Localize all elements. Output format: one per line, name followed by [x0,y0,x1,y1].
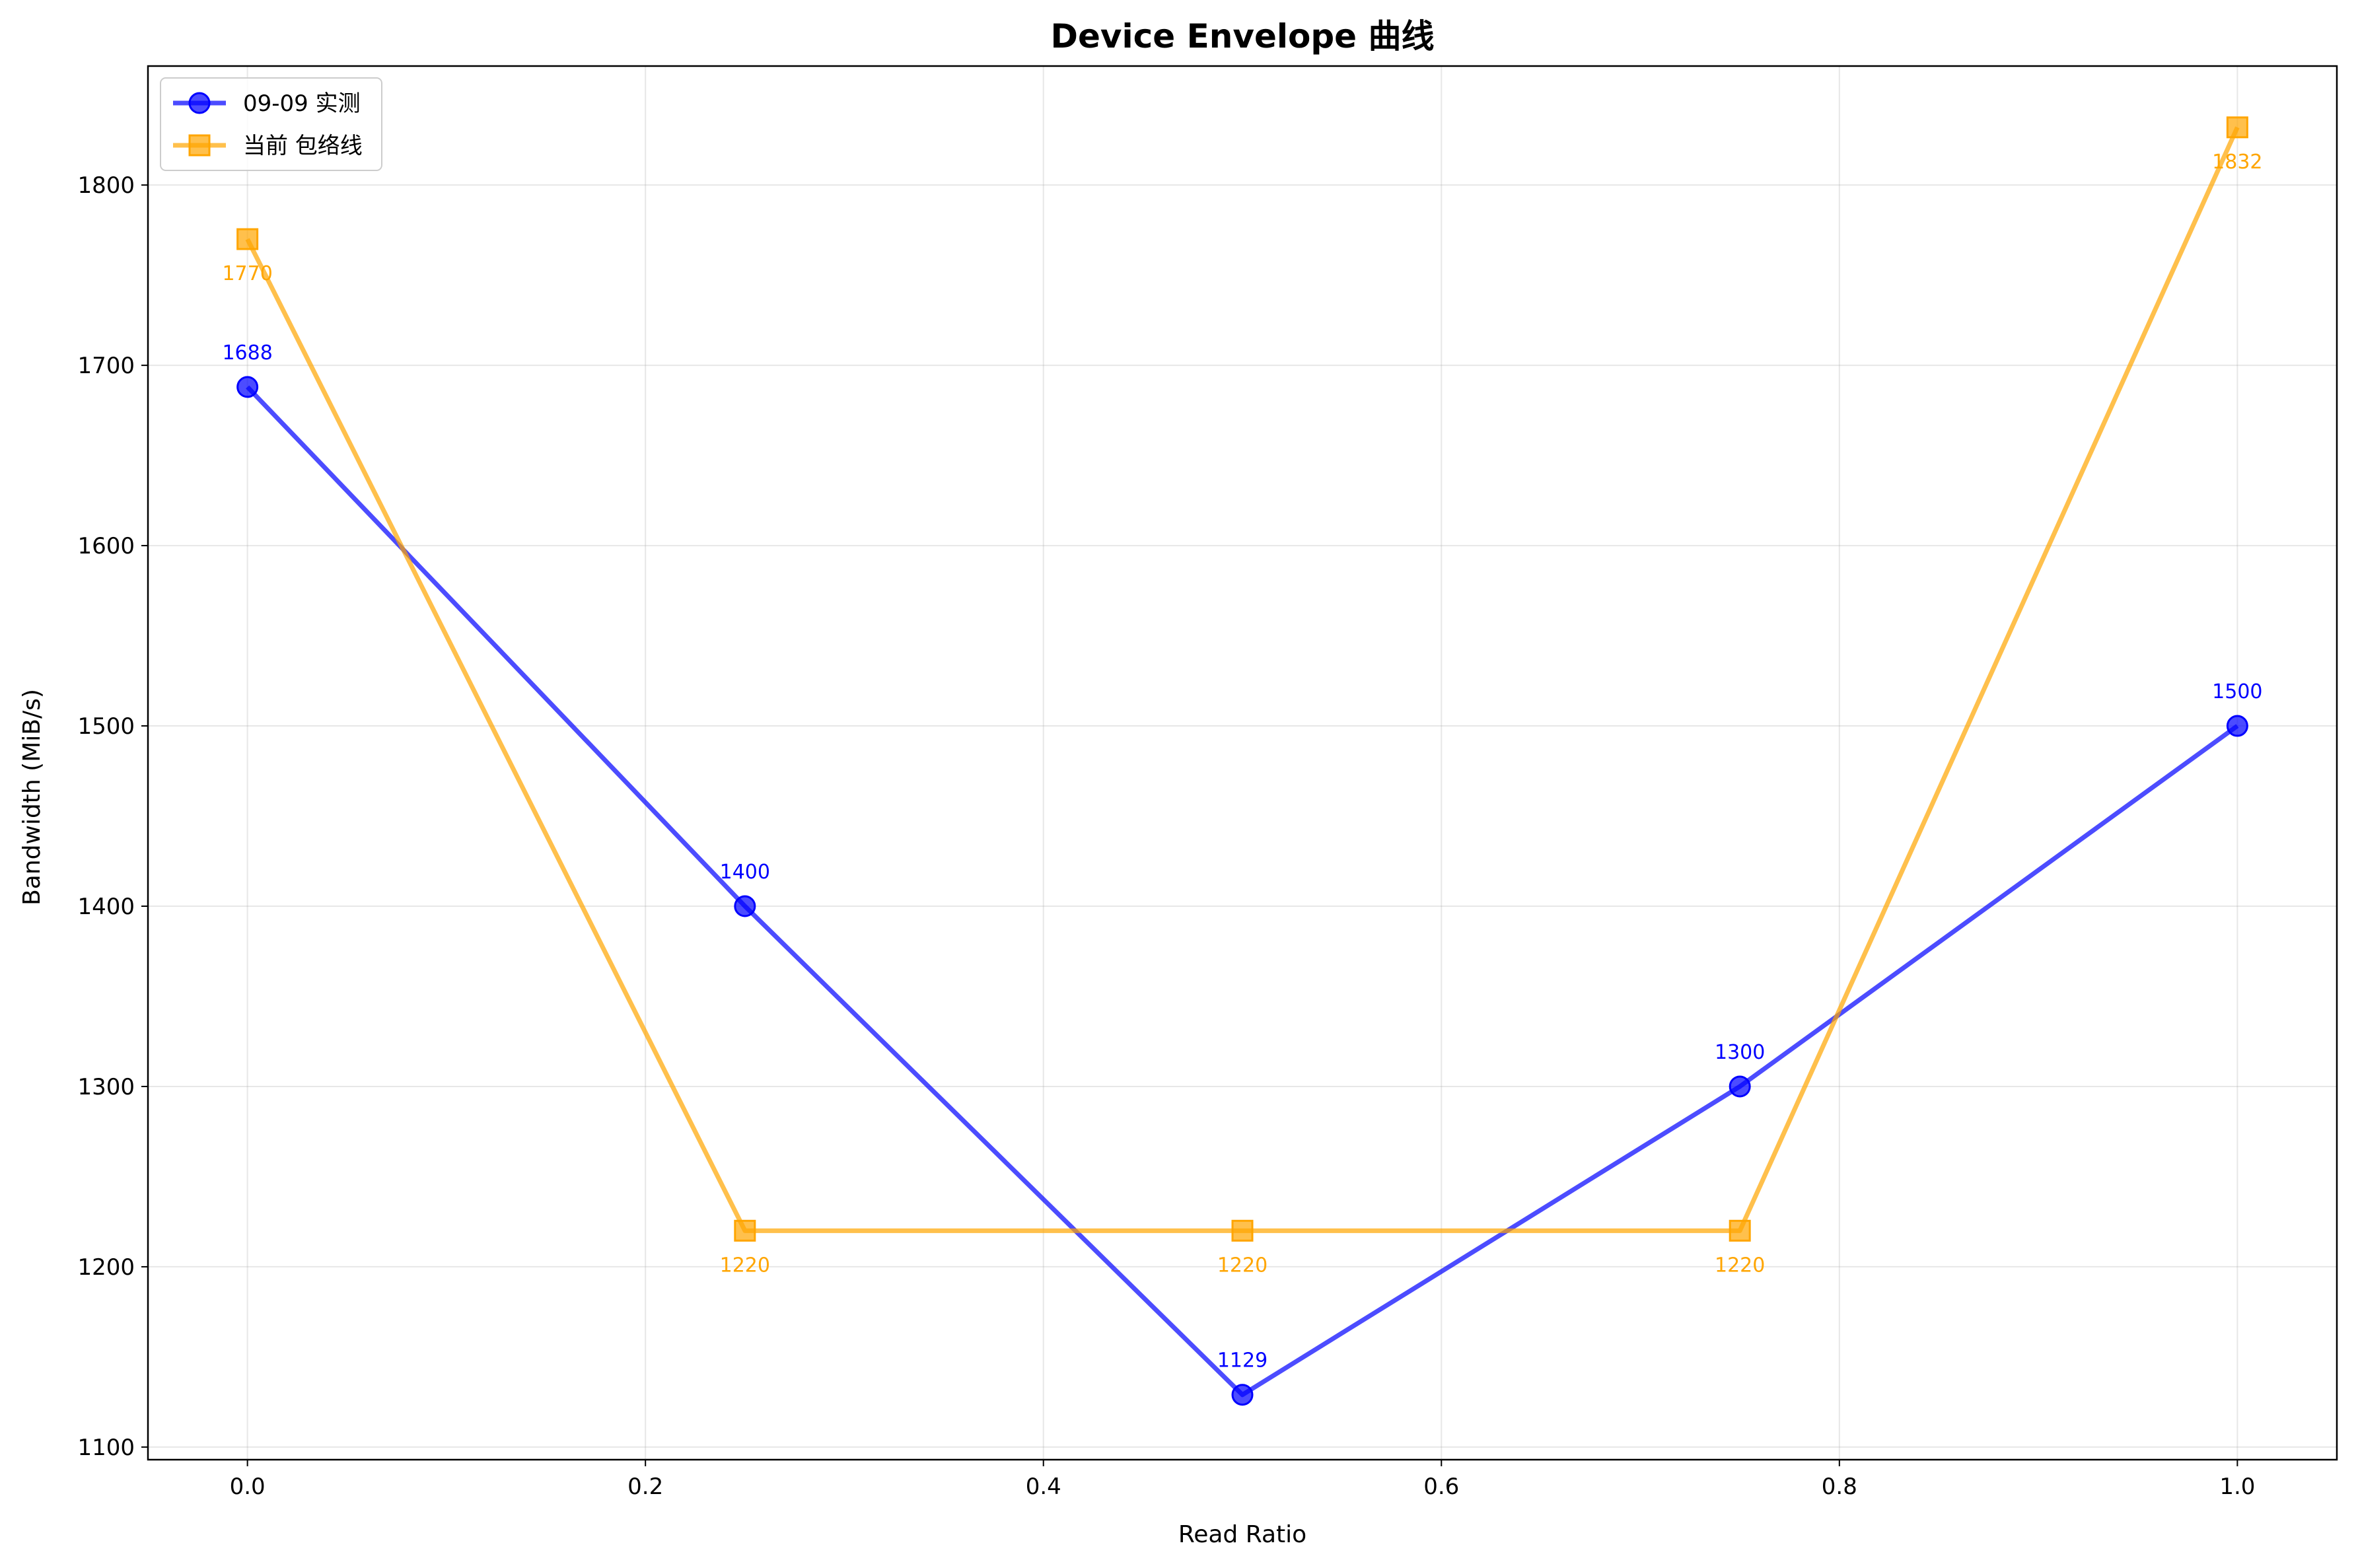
data-label: 1220 [720,1254,770,1277]
data-label: 1770 [222,262,272,285]
y-tick-label: 1300 [77,1074,135,1100]
legend-label: 09-09 实测 [243,90,361,117]
data-label: 1300 [1715,1041,1765,1064]
data-label: 1832 [2212,151,2262,174]
x-tick-label: 0.2 [627,1474,663,1500]
y-tick-label: 1200 [77,1254,135,1281]
y-tick-label: 1100 [77,1435,135,1461]
data-point [1729,1075,1751,1098]
x-tick-label: 0.4 [1026,1474,1061,1500]
data-label: 1220 [1715,1254,1765,1277]
y-tick-label: 1500 [77,713,135,740]
legend-marker [188,92,211,114]
data-label: 1688 [222,341,272,365]
y-tick-label: 1600 [77,533,135,559]
data-point [2226,715,2248,737]
data-point [236,228,259,250]
axes: 0.0 0.2 0.4 0.6 0.8 1.0 1100 1200 1300 1400 1500 16… [77,172,2255,1500]
series-1: 1688 1400 1129 1300 1500 [222,341,2263,1406]
y-axis-label: Bandwidth (MiB/s) [18,689,46,906]
x-tick-label: 0.6 [1423,1474,1459,1500]
legend-marker [188,134,211,157]
x-tick-label: 1.0 [2219,1474,2255,1500]
x-axis-label: Read Ratio [1178,1521,1306,1548]
y-tick-label: 1800 [77,172,135,199]
data-point [236,376,259,398]
plot-frame [147,65,2338,1461]
data-point [1729,1219,1751,1242]
data-point [734,1219,756,1242]
data-point [1231,1384,1254,1406]
data-point [2226,116,2248,139]
x-tick-label: 0.8 [1822,1474,1857,1500]
data-label: 1500 [2212,680,2262,703]
x-tick-label: 0.0 [230,1474,266,1500]
series-2: 1770 1220 1220 1220 1832 [222,116,2263,1277]
y-tick-label: 1700 [77,353,135,379]
data-label: 1129 [1217,1349,1268,1372]
series-layer: 1688 1400 1129 1300 1500 1770 1220 1220 1220 1832 [222,116,2263,1406]
legend-label: 当前 包络线 [243,133,363,159]
grid [148,66,2337,1460]
data-point [734,895,756,917]
data-label: 1220 [1217,1254,1268,1277]
chart-title: Device Envelope 曲线 [1051,17,1435,55]
y-tick-label: 1400 [77,894,135,920]
data-label: 1400 [720,861,770,884]
data-point [1231,1219,1254,1242]
